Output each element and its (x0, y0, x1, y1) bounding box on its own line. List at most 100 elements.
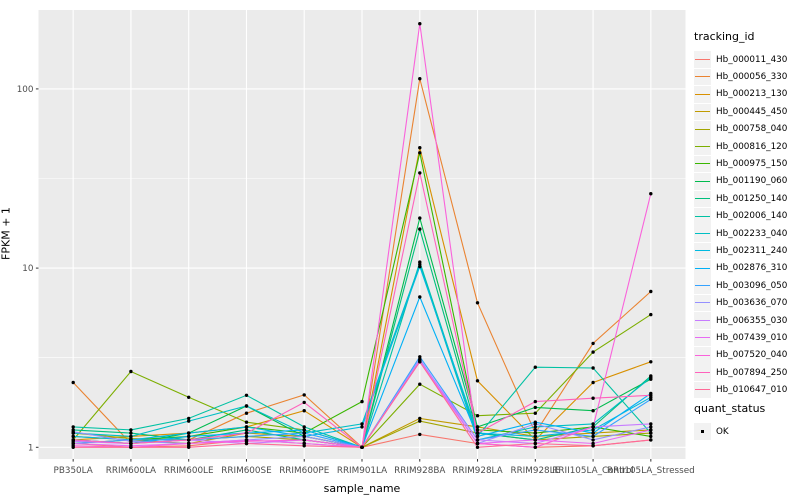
data-point (649, 397, 653, 402)
data-point (418, 360, 422, 364)
x-tick-label: PB350LA (54, 466, 93, 476)
data-point (418, 146, 422, 150)
data-point (302, 434, 306, 439)
data-point (418, 419, 422, 423)
line-key-icon (694, 68, 711, 86)
x-tick-label: RRIM600SE (221, 466, 271, 476)
line-key-icon (694, 207, 711, 225)
line-key-icon (694, 120, 711, 138)
data-point (649, 438, 653, 442)
legend-label: Hb_002311_240 (716, 245, 788, 256)
line-key-icon (694, 225, 711, 242)
data-point (475, 441, 480, 446)
data-point (475, 434, 480, 439)
legend-label: Hb_000758_040 (716, 124, 788, 135)
data-point (244, 431, 249, 435)
data-point (302, 431, 306, 435)
data-point (129, 369, 133, 374)
data-point (418, 264, 422, 269)
line-key-icon (694, 242, 711, 260)
data-point (187, 431, 191, 435)
data-point (302, 425, 306, 429)
legend-item-Hb_000213_130: Hb_000213_130 (694, 86, 800, 103)
data-point (591, 422, 595, 426)
data-point (475, 428, 480, 432)
legend-label: Hb_001250_140 (716, 193, 788, 204)
x-tick-label: RRIM901LA (337, 466, 387, 476)
data-point (591, 341, 595, 346)
data-point (533, 434, 537, 439)
data-point (360, 399, 364, 404)
data-point (302, 409, 306, 413)
data-point (649, 425, 653, 429)
legend-quant-status: quant_status OK (694, 402, 800, 440)
data-point (129, 431, 133, 435)
line-key-icon (694, 51, 711, 68)
data-point (533, 411, 537, 415)
line-key-icon (694, 381, 711, 399)
data-point (418, 432, 422, 437)
data-point (533, 405, 537, 410)
legend-item-ok: OK (694, 423, 800, 440)
data-point (71, 438, 75, 442)
data-point (591, 431, 595, 435)
data-point (187, 441, 191, 446)
data-point (302, 428, 306, 432)
legend-label: Hb_000213_130 (716, 89, 788, 100)
legend-item-Hb_007439_010: Hb_007439_010 (694, 329, 800, 347)
legend-label: Hb_000975_150 (716, 159, 788, 170)
x-tick-label: RRIM928LE (510, 466, 560, 476)
line-key-icon (694, 173, 711, 190)
data-point (649, 312, 653, 317)
x-tick-label: RRIM928LA (452, 466, 502, 476)
data-point (649, 393, 653, 397)
line-key-icon (694, 329, 711, 347)
legend-item-Hb_002006_140: Hb_002006_140 (694, 207, 800, 225)
line-key-icon (694, 155, 711, 173)
data-point (360, 445, 364, 449)
data-point (302, 444, 306, 448)
line-key-icon (694, 103, 711, 121)
data-point (649, 428, 653, 432)
data-point (591, 425, 595, 429)
data-point (360, 422, 364, 426)
data-point (475, 431, 480, 435)
x-tick-label: RRIM928BA (394, 466, 445, 476)
data-point (533, 438, 537, 442)
data-point (418, 22, 422, 26)
data-point (244, 404, 249, 408)
data-point (418, 355, 422, 359)
legend-item-Hb_003636_070: Hb_003636_070 (694, 294, 800, 312)
legend-label: Hb_000816_120 (716, 141, 788, 152)
legend-title-tracking-id: tracking_id (694, 30, 755, 43)
data-point (533, 441, 537, 446)
legend-label: Hb_010647_010 (716, 385, 788, 396)
data-point (591, 409, 595, 413)
data-point (533, 431, 537, 435)
legend-item-list: Hb_000011_430 Hb_000056_330 Hb_000213_130 H… (694, 51, 800, 399)
legend-label: Hb_000011_430 (716, 54, 788, 65)
data-point (418, 171, 422, 175)
data-point (533, 428, 537, 432)
data-point (71, 434, 75, 439)
data-point (187, 416, 191, 421)
data-point (418, 382, 422, 386)
legend-item-Hb_003096_050: Hb_003096_050 (694, 277, 800, 295)
data-point (649, 422, 653, 426)
data-point (187, 419, 191, 423)
legend-label: Hb_002876_310 (716, 263, 788, 274)
line-key-icon (694, 312, 711, 329)
data-point (244, 434, 249, 439)
legend-label: Hb_000445_450 (716, 106, 788, 117)
data-point (360, 425, 364, 429)
legend-title-quant-status: quant_status (694, 402, 766, 415)
x-tick-label: RRIM600PE (279, 466, 329, 476)
legend-item-Hb_000056_330: Hb_000056_330 (694, 68, 800, 86)
data-point (533, 422, 537, 426)
legend-label: Hb_006355_030 (716, 315, 788, 326)
data-point (187, 434, 191, 439)
data-point (244, 428, 249, 432)
data-point (187, 438, 191, 442)
